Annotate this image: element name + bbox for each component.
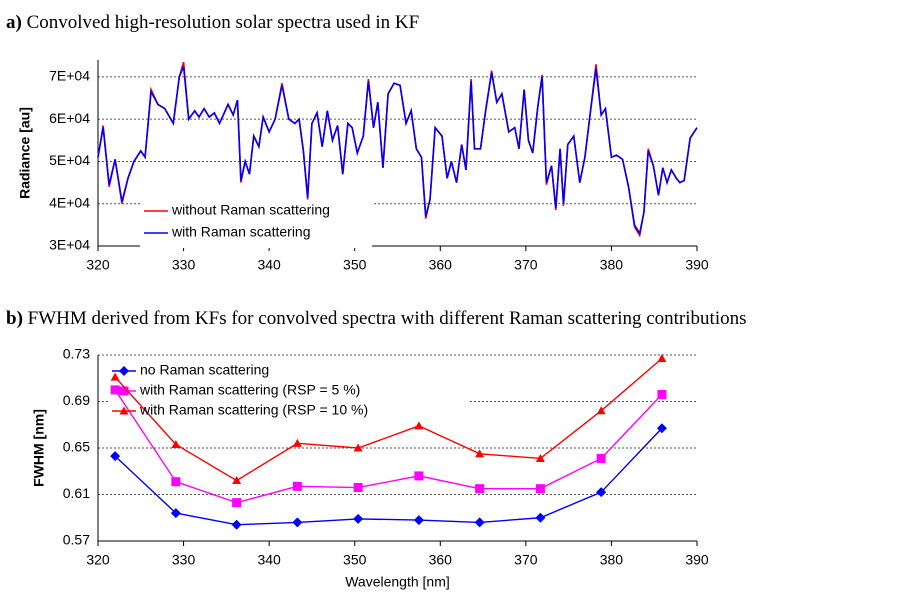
marker bbox=[353, 443, 363, 452]
legend-marker bbox=[119, 406, 129, 415]
x-tick-label: 320 bbox=[86, 552, 110, 568]
legend-box bbox=[108, 360, 468, 422]
marker bbox=[231, 519, 242, 530]
x-tick-label: 320 bbox=[86, 257, 110, 273]
marker bbox=[110, 372, 120, 381]
legend-marker bbox=[119, 386, 129, 396]
marker bbox=[232, 498, 242, 508]
y-tick-label: 0.65 bbox=[63, 439, 90, 455]
series-line bbox=[97, 66, 698, 236]
marker bbox=[475, 484, 485, 494]
y-tick-label: 0.69 bbox=[63, 392, 90, 408]
legend-label: with Raman scattering bbox=[171, 224, 311, 240]
chart-title: Convolved high-resolution solar spectra … bbox=[27, 12, 420, 33]
marker bbox=[170, 508, 181, 519]
x-tick-label: 350 bbox=[343, 257, 367, 273]
x-tick-label: 390 bbox=[685, 257, 709, 273]
marker bbox=[171, 477, 181, 487]
marker bbox=[292, 517, 303, 528]
x-tick-label: 370 bbox=[514, 552, 538, 568]
y-axis-label: FWHM [nm] bbox=[31, 409, 47, 487]
x-tick-label: 340 bbox=[257, 257, 281, 273]
legend-label: with Raman scattering (RSP = 5 %) bbox=[139, 382, 360, 398]
y-tick-label: 6E+04 bbox=[49, 110, 90, 126]
marker bbox=[353, 483, 363, 493]
marker bbox=[353, 513, 364, 524]
legend-label: with Raman scattering (RSP = 10 %) bbox=[139, 402, 368, 418]
panel-label: a) bbox=[6, 12, 22, 33]
marker bbox=[292, 481, 302, 491]
marker bbox=[596, 406, 606, 415]
marker bbox=[110, 385, 120, 395]
marker bbox=[474, 517, 485, 528]
marker bbox=[535, 512, 546, 523]
panel-title: b) FWHM derived from KFs for convolved s… bbox=[6, 308, 747, 329]
marker bbox=[657, 390, 667, 400]
y-axis-label: Radiance [au] bbox=[17, 107, 33, 199]
x-tick-label: 360 bbox=[429, 257, 453, 273]
marker bbox=[413, 515, 424, 526]
marker bbox=[475, 449, 485, 458]
marker bbox=[171, 440, 181, 449]
y-tick-label: 0.73 bbox=[63, 346, 90, 362]
x-tick-label: 370 bbox=[514, 257, 538, 273]
legend-box bbox=[140, 200, 372, 248]
x-tick-label: 330 bbox=[172, 552, 196, 568]
marker bbox=[596, 487, 607, 498]
marker bbox=[232, 476, 242, 485]
y-tick-label: 3E+04 bbox=[49, 237, 90, 253]
x-tick-label: 380 bbox=[600, 552, 624, 568]
x-tick-label: 330 bbox=[172, 257, 196, 273]
chart-title: FWHM derived from KFs for convolved spec… bbox=[28, 308, 747, 329]
x-tick-label: 390 bbox=[685, 552, 709, 568]
legend-marker bbox=[119, 366, 129, 376]
panel-title: a) Convolved high-resolution solar spect… bbox=[6, 12, 419, 33]
marker bbox=[292, 438, 302, 447]
y-tick-label: 0.57 bbox=[63, 532, 90, 548]
marker bbox=[535, 453, 545, 462]
marker bbox=[596, 453, 606, 463]
x-tick-label: 360 bbox=[429, 552, 453, 568]
legend-label: no Raman scattering bbox=[140, 362, 269, 378]
x-tick-label: 350 bbox=[343, 552, 367, 568]
series-line bbox=[114, 357, 663, 482]
x-tick-label: 380 bbox=[600, 257, 624, 273]
x-tick-label: 340 bbox=[257, 552, 281, 568]
marker bbox=[110, 451, 121, 462]
marker bbox=[656, 423, 667, 434]
marker bbox=[535, 484, 545, 494]
x-axis-label: Wavelength [nm] bbox=[345, 574, 450, 590]
marker bbox=[414, 471, 424, 481]
y-tick-label: 4E+04 bbox=[49, 194, 90, 210]
series-line bbox=[114, 389, 663, 504]
y-tick-label: 0.61 bbox=[63, 485, 90, 501]
marker bbox=[414, 421, 424, 430]
legend-label: without Raman scattering bbox=[171, 202, 330, 218]
panel-label: b) bbox=[6, 308, 23, 329]
series-line bbox=[114, 427, 663, 526]
marker bbox=[657, 353, 667, 362]
y-tick-label: 5E+04 bbox=[49, 152, 90, 168]
y-tick-label: 7E+04 bbox=[49, 68, 90, 84]
